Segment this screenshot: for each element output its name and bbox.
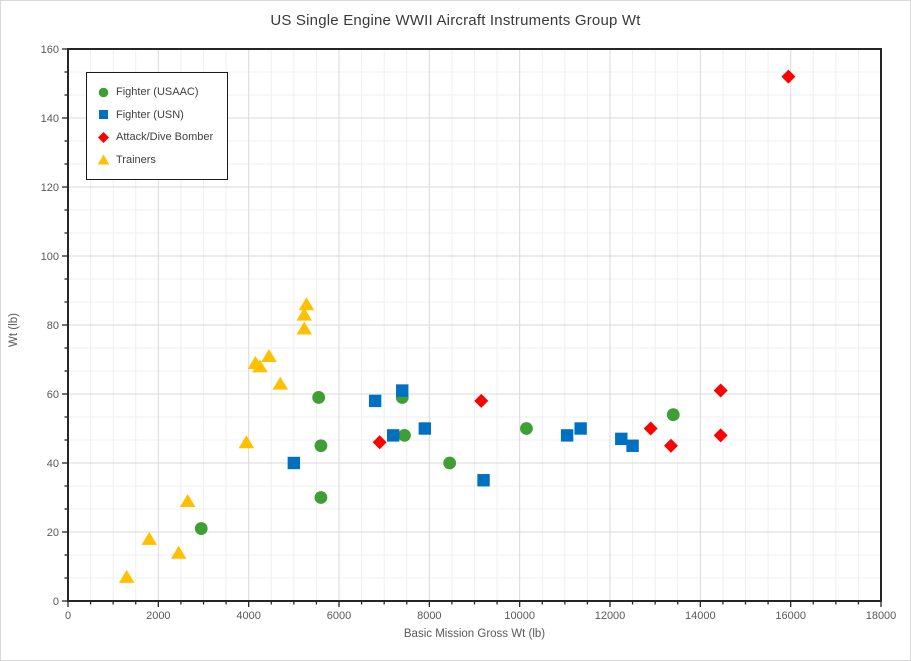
legend-label: Fighter (USAAC) (116, 86, 199, 99)
data-point (252, 359, 268, 373)
data-point (387, 429, 400, 442)
x-tick-label: 0 (65, 610, 71, 622)
data-point (666, 408, 680, 422)
square-marker-icon (99, 110, 108, 120)
data-point (296, 321, 313, 335)
data-point (398, 429, 411, 442)
legend-item-attack-dive-bomber: Attack/Dive Bomber (97, 126, 213, 149)
x-tick-label: 16000 (775, 610, 806, 622)
data-point (272, 376, 289, 390)
data-point (314, 439, 328, 453)
series-fighter-usaac- (194, 391, 680, 535)
data-point (372, 435, 387, 450)
data-point (296, 307, 313, 321)
data-point (781, 69, 796, 84)
x-tick-label: 2000 (146, 610, 170, 622)
diamond-marker-icon (98, 131, 109, 143)
plot-border (67, 48, 882, 602)
data-point (396, 384, 409, 397)
y-tick-label: 20 (47, 527, 59, 539)
data-point (312, 391, 326, 404)
x-tick-label: 8000 (417, 610, 441, 622)
legend-item-fighter-usaac-: Fighter (USAAC) (97, 81, 213, 104)
data-point (287, 456, 301, 470)
data-point (179, 493, 196, 507)
legend-label: Attack/Dive Bomber (116, 131, 214, 144)
x-tick-label: 12000 (595, 610, 626, 622)
triangle-marker-icon (97, 154, 110, 165)
data-point (141, 531, 158, 545)
data-point (418, 422, 432, 435)
data-point (238, 435, 255, 449)
legend-item-trainers: Trainers (97, 149, 213, 172)
data-point (626, 439, 639, 452)
data-point (118, 569, 135, 583)
y-tick-label: 160 (41, 44, 59, 56)
data-point (298, 297, 315, 311)
circle-marker-icon (98, 87, 109, 98)
x-tick-label: 10000 (504, 610, 535, 622)
chart-title: US Single Engine WWII Aircraft Instrumen… (270, 12, 641, 29)
data-point (314, 491, 328, 504)
y-axis-title: Wt (lb) (8, 313, 20, 347)
series-attack-dive-bomber (372, 69, 796, 453)
data-point (474, 393, 489, 408)
series-fighter-usn- (287, 384, 639, 487)
x-tick-label: 14000 (685, 610, 716, 622)
data-point (261, 349, 277, 363)
legend: Fighter (USAAC) Fighter (USN) Attack/Dive … (86, 72, 229, 180)
y-tick-label: 0 (53, 596, 59, 608)
data-point (615, 432, 628, 446)
data-point (713, 383, 728, 398)
data-point (560, 429, 574, 442)
y-tick-label: 40 (47, 458, 59, 470)
y-tick-label: 80 (47, 320, 59, 332)
legend-item-fighter-usn-: Fighter (USN) (97, 104, 213, 127)
x-tick-label: 18000 (866, 610, 897, 622)
data-point (520, 422, 533, 435)
data-point (574, 422, 587, 435)
y-tick-label: 140 (41, 113, 59, 125)
y-tick-label: 120 (41, 182, 59, 194)
legend-label: Fighter (USN) (116, 108, 184, 121)
data-point (713, 428, 728, 443)
series-trainers (118, 297, 315, 583)
data-point (643, 421, 658, 436)
data-point (663, 438, 678, 453)
data-point (368, 394, 382, 408)
data-point (170, 545, 187, 559)
data-point (194, 522, 208, 535)
data-point (477, 474, 490, 487)
legend-label: Trainers (116, 153, 156, 166)
x-axis-title: Basic Mission Gross Wt (lb) (403, 628, 546, 640)
y-tick-label: 100 (41, 251, 59, 263)
x-tick-label: 6000 (327, 610, 351, 622)
data-point (443, 456, 457, 470)
x-tick-label: 4000 (236, 610, 260, 622)
y-tick-label: 60 (47, 389, 59, 401)
